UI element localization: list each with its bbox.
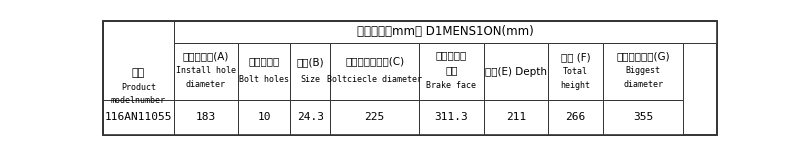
Text: modelnumber: modelnumber [111, 96, 166, 105]
Text: 225: 225 [365, 112, 385, 122]
Text: Install hole: Install hole [176, 66, 236, 75]
Bar [238, 100, 290, 135]
Bar [548, 100, 603, 135]
Text: diameter: diameter [186, 80, 226, 89]
Bar [290, 43, 330, 100]
Text: 24.3: 24.3 [297, 112, 324, 122]
Text: Boltciecle diameter: Boltciecle diameter [327, 75, 422, 84]
Text: 深度(E) Depth: 深度(E) Depth [485, 67, 547, 77]
Text: Total: Total [563, 67, 588, 76]
Text: 311.3: 311.3 [434, 112, 468, 122]
Bar [419, 100, 484, 135]
Text: 211: 211 [506, 112, 526, 122]
Text: 型号: 型号 [132, 69, 145, 78]
Bar [174, 100, 238, 135]
Text: Brake face: Brake face [426, 81, 477, 90]
Bar [290, 100, 330, 135]
Text: Size: Size [300, 75, 320, 84]
Bar [174, 43, 238, 100]
Text: 内圈刺车面: 内圈刺车面 [436, 50, 467, 60]
Text: 总高 (F): 总高 (F) [561, 52, 590, 62]
Text: 116AN11055: 116AN11055 [105, 112, 172, 122]
Bar [174, 21, 717, 43]
Bar [603, 100, 683, 135]
Text: 尺寸(B): 尺寸(B) [297, 57, 324, 67]
Bar [419, 43, 484, 100]
Text: 直径: 直径 [445, 65, 458, 75]
Text: Product: Product [121, 83, 156, 92]
Bar [603, 43, 683, 100]
Text: 355: 355 [633, 112, 654, 122]
Bar [548, 43, 603, 100]
Text: 螺栓分布圆直径(C): 螺栓分布圆直径(C) [345, 56, 404, 66]
Text: 安装孔直径(A): 安装孔直径(A) [182, 51, 229, 61]
Bar [330, 43, 419, 100]
Text: 266: 266 [566, 112, 586, 122]
Text: height: height [561, 81, 590, 90]
Bar [103, 21, 174, 135]
Bar [238, 43, 290, 100]
Text: 最大外圆直径(G): 最大外圆直径(G) [617, 51, 670, 61]
Text: 单位（毫米mm） D1MENS1ON(mm): 单位（毫米mm） D1MENS1ON(mm) [357, 25, 534, 38]
Bar [484, 43, 548, 100]
Bar [103, 100, 174, 135]
Text: diameter: diameter [623, 80, 663, 89]
Bar [484, 100, 548, 135]
Text: Bolt holes: Bolt holes [239, 75, 290, 84]
Text: 183: 183 [196, 112, 216, 122]
Text: 10: 10 [258, 112, 271, 122]
Text: 车轮螺栓孔: 车轮螺栓孔 [249, 56, 280, 66]
Bar [330, 100, 419, 135]
Text: Biggest: Biggest [626, 66, 661, 75]
